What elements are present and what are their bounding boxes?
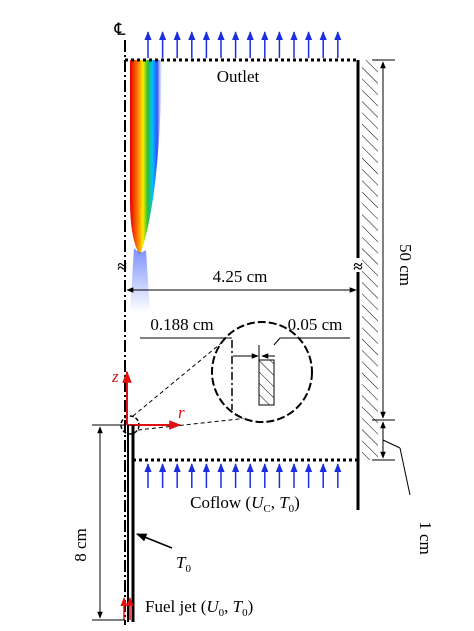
height-label: 50 cm <box>396 244 415 286</box>
zoom-line <box>132 339 226 417</box>
outlet-label: Outlet <box>217 67 260 86</box>
break-symbol: ≈ <box>353 257 362 276</box>
break-symbol: ≈ <box>117 257 126 276</box>
leader <box>399 447 411 496</box>
text-part: , <box>271 493 280 512</box>
z-label: z <box>111 367 119 386</box>
text-part: 0 <box>219 607 225 619</box>
text-part: Fuel jet ( <box>145 597 207 616</box>
leader <box>273 337 281 346</box>
centerline-symbol: ℄ <box>114 20 126 39</box>
inner-radius-label: 0.188 cm <box>150 315 213 334</box>
text-part: C <box>263 503 270 515</box>
temperature-arrow <box>136 533 173 549</box>
text-part: , <box>224 597 233 616</box>
coflow-arrows <box>144 463 342 488</box>
text-part: U <box>206 597 220 616</box>
zoom-wall <box>258 359 275 406</box>
text-part: 0 <box>289 503 295 515</box>
text-part: T <box>279 493 290 512</box>
tube-length-label: 8 cm <box>71 528 90 562</box>
text-part: U <box>251 493 265 512</box>
flame <box>130 60 162 255</box>
radius-label: 4.25 cm <box>213 267 268 286</box>
wall-hatch <box>362 60 378 460</box>
text-part: T <box>233 597 244 616</box>
text-part: ) <box>248 597 254 616</box>
outlet-arrows <box>144 31 342 58</box>
wall-temperature-label: T0 <box>176 553 191 575</box>
leader <box>382 439 401 449</box>
text-part: 0 <box>242 607 248 619</box>
text-part: ) <box>294 493 300 512</box>
text-part: Coflow ( <box>190 493 251 512</box>
coflow-label: Coflow (UC, T0) <box>190 493 300 515</box>
wall-thickness-label: 0.05 cm <box>288 315 343 334</box>
zoom-line <box>137 417 249 431</box>
flame-tail <box>130 248 150 312</box>
offset-label: 1 cm <box>416 521 435 555</box>
fuel-jet-label: Fuel jet (U0, T0) <box>145 597 253 619</box>
text-part: 0 <box>185 563 191 575</box>
r-label: r <box>178 403 185 422</box>
text-part: T <box>176 553 187 572</box>
